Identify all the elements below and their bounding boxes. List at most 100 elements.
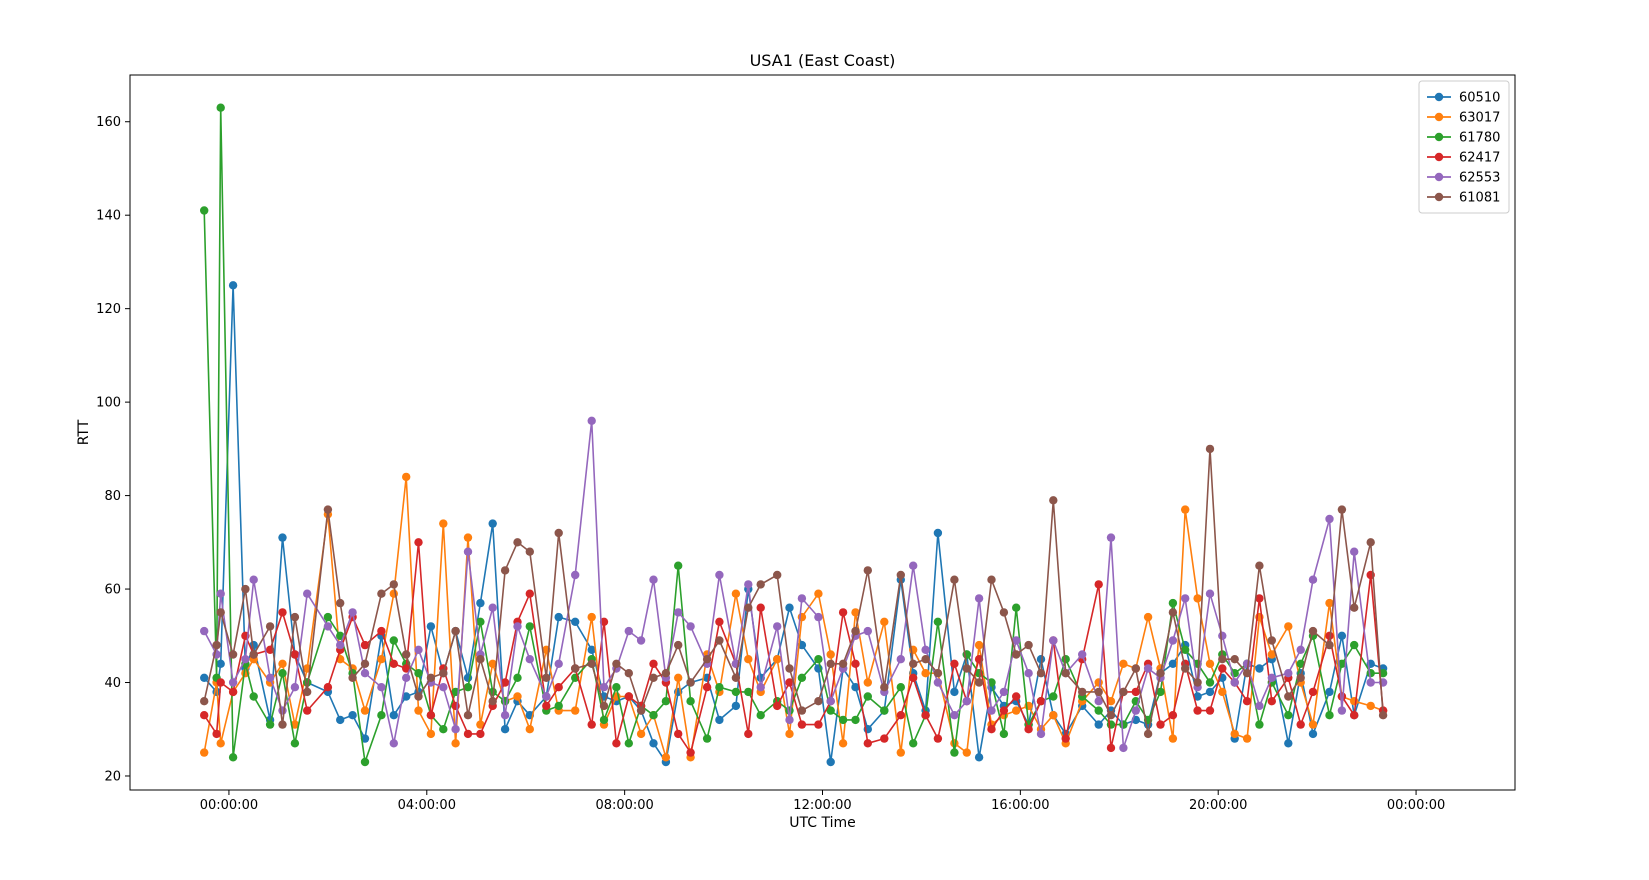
x-tick-label: 12:00:00 bbox=[793, 798, 851, 813]
data-point bbox=[542, 673, 551, 682]
data-point bbox=[773, 570, 782, 580]
y-tick-label: 40 bbox=[104, 676, 121, 691]
data-point bbox=[389, 580, 398, 589]
data-point bbox=[1350, 697, 1359, 706]
y-tick-label: 140 bbox=[96, 209, 121, 224]
data-point bbox=[1284, 669, 1293, 678]
data-point bbox=[1012, 650, 1021, 659]
data-point bbox=[228, 281, 238, 290]
data-point bbox=[1143, 664, 1153, 673]
data-point bbox=[200, 206, 209, 215]
data-point bbox=[587, 720, 596, 729]
data-point bbox=[476, 729, 485, 739]
data-point bbox=[896, 711, 905, 720]
data-point bbox=[500, 725, 510, 734]
data-point bbox=[880, 617, 889, 626]
data-point bbox=[278, 669, 287, 678]
data-point bbox=[200, 711, 209, 720]
data-point bbox=[636, 729, 646, 739]
data-point bbox=[525, 655, 534, 664]
data-point bbox=[999, 608, 1009, 617]
data-point bbox=[1168, 711, 1178, 720]
data-point bbox=[987, 725, 996, 734]
data-point bbox=[1350, 547, 1359, 556]
data-point bbox=[414, 645, 423, 654]
data-point bbox=[389, 739, 398, 748]
legend-item: 63017 bbox=[1427, 111, 1500, 126]
data-point bbox=[463, 547, 473, 556]
data-point bbox=[389, 636, 398, 645]
data-point bbox=[851, 659, 860, 668]
data-point bbox=[1230, 729, 1239, 739]
data-point bbox=[463, 729, 473, 739]
data-point bbox=[451, 739, 460, 748]
data-point bbox=[571, 617, 580, 626]
data-point bbox=[838, 739, 848, 748]
data-point bbox=[702, 683, 712, 692]
data-point bbox=[587, 416, 596, 425]
data-point bbox=[674, 608, 683, 617]
data-point bbox=[715, 617, 724, 626]
data-point bbox=[1366, 678, 1375, 687]
data-point bbox=[426, 622, 436, 631]
data-point bbox=[599, 701, 609, 711]
data-point bbox=[826, 650, 835, 659]
data-point bbox=[1119, 659, 1128, 668]
data-point bbox=[249, 575, 258, 584]
data-point bbox=[880, 683, 889, 692]
data-point bbox=[463, 533, 473, 542]
data-point bbox=[1131, 687, 1141, 697]
data-point bbox=[880, 734, 889, 743]
series-layer bbox=[200, 103, 1388, 767]
data-point bbox=[1181, 505, 1190, 514]
data-point bbox=[814, 612, 823, 622]
data-point bbox=[451, 725, 460, 734]
data-point bbox=[686, 748, 695, 757]
data-point bbox=[1325, 640, 1334, 650]
data-point bbox=[974, 678, 984, 687]
data-point bbox=[513, 673, 522, 682]
data-point bbox=[896, 570, 905, 580]
data-point bbox=[360, 640, 370, 650]
data-point bbox=[950, 575, 959, 584]
x-tick-label: 16:00:00 bbox=[991, 798, 1049, 813]
data-point bbox=[814, 720, 823, 729]
data-point bbox=[785, 729, 794, 739]
data-point bbox=[896, 748, 905, 757]
data-point bbox=[241, 584, 250, 594]
y-tick-label: 120 bbox=[96, 302, 121, 317]
data-point bbox=[542, 692, 551, 701]
data-point bbox=[1284, 692, 1293, 701]
data-point bbox=[731, 673, 741, 682]
data-point bbox=[1012, 636, 1021, 645]
data-point bbox=[587, 612, 596, 622]
data-point bbox=[686, 622, 695, 631]
y-tick-label: 160 bbox=[96, 115, 121, 130]
data-point bbox=[414, 538, 423, 547]
data-point bbox=[1205, 589, 1215, 598]
data-point bbox=[414, 669, 423, 678]
data-point bbox=[612, 659, 621, 668]
data-point bbox=[216, 608, 225, 617]
data-point bbox=[426, 711, 436, 720]
data-point bbox=[554, 612, 563, 622]
data-point bbox=[686, 697, 695, 706]
x-axis: 00:00:00 04:00:00 08:00:00 12:00:00 16:00:00… bbox=[200, 790, 1445, 813]
data-point bbox=[1218, 664, 1227, 673]
data-point bbox=[265, 673, 275, 682]
data-point bbox=[1337, 692, 1347, 701]
data-point bbox=[1193, 706, 1202, 715]
data-point bbox=[950, 687, 959, 697]
data-point bbox=[674, 561, 683, 570]
legend-item: 61081 bbox=[1427, 191, 1500, 206]
data-point bbox=[999, 706, 1009, 715]
legend-swatch-marker bbox=[1434, 112, 1444, 122]
y-tick-label: 60 bbox=[104, 583, 121, 598]
data-point bbox=[439, 725, 448, 734]
data-point bbox=[1181, 594, 1190, 603]
data-point bbox=[554, 701, 563, 711]
data-point bbox=[587, 659, 596, 668]
data-point bbox=[661, 753, 671, 762]
legend-swatch-marker bbox=[1434, 172, 1444, 182]
data-point bbox=[715, 570, 724, 580]
